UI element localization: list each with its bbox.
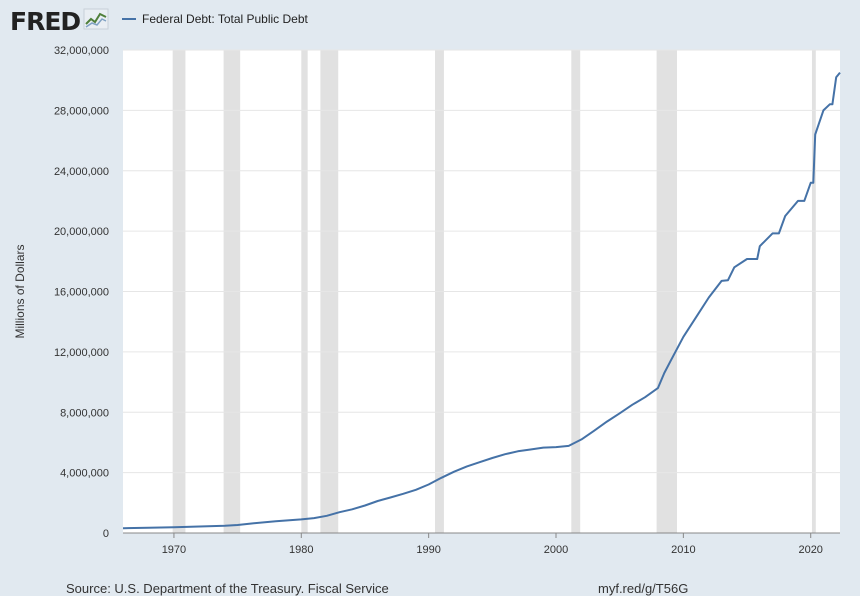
y-axis-title: Millions of Dollars: [13, 244, 27, 338]
fred-logo-text: FRED: [10, 6, 81, 36]
y-tick-label: 16,000,000: [54, 287, 109, 299]
line-chart-icon: [83, 8, 109, 35]
y-tick-label: 24,000,000: [54, 166, 109, 178]
y-tick-label: 32,000,000: [54, 45, 109, 57]
x-tick-label: 1970: [162, 544, 186, 556]
x-tick-label: 2000: [544, 544, 568, 556]
y-tick-label: 4,000,000: [60, 468, 109, 480]
y-tick-label: 0: [103, 528, 109, 540]
source-note: Source: U.S. Department of the Treasury.…: [66, 581, 389, 596]
y-tick-label: 8,000,000: [60, 407, 109, 419]
series-line: [122, 71, 841, 530]
x-tick-label: 1990: [416, 544, 440, 556]
short-url-link[interactable]: myf.red/g/T56G: [598, 581, 689, 596]
x-tick-label: 2020: [798, 544, 822, 556]
y-tick-label: 28,000,000: [54, 105, 109, 117]
y-tick-label: 20,000,000: [54, 226, 109, 238]
chart-legend[interactable]: Federal Debt: Total Public Debt: [122, 12, 308, 26]
legend-swatch: [122, 18, 136, 20]
x-tick-label: 1980: [289, 544, 313, 556]
x-tick-label: 2010: [671, 544, 695, 556]
legend-label: Federal Debt: Total Public Debt: [142, 12, 308, 26]
fred-logo[interactable]: FRED: [10, 8, 109, 35]
y-tick-label: 12,000,000: [54, 347, 109, 359]
